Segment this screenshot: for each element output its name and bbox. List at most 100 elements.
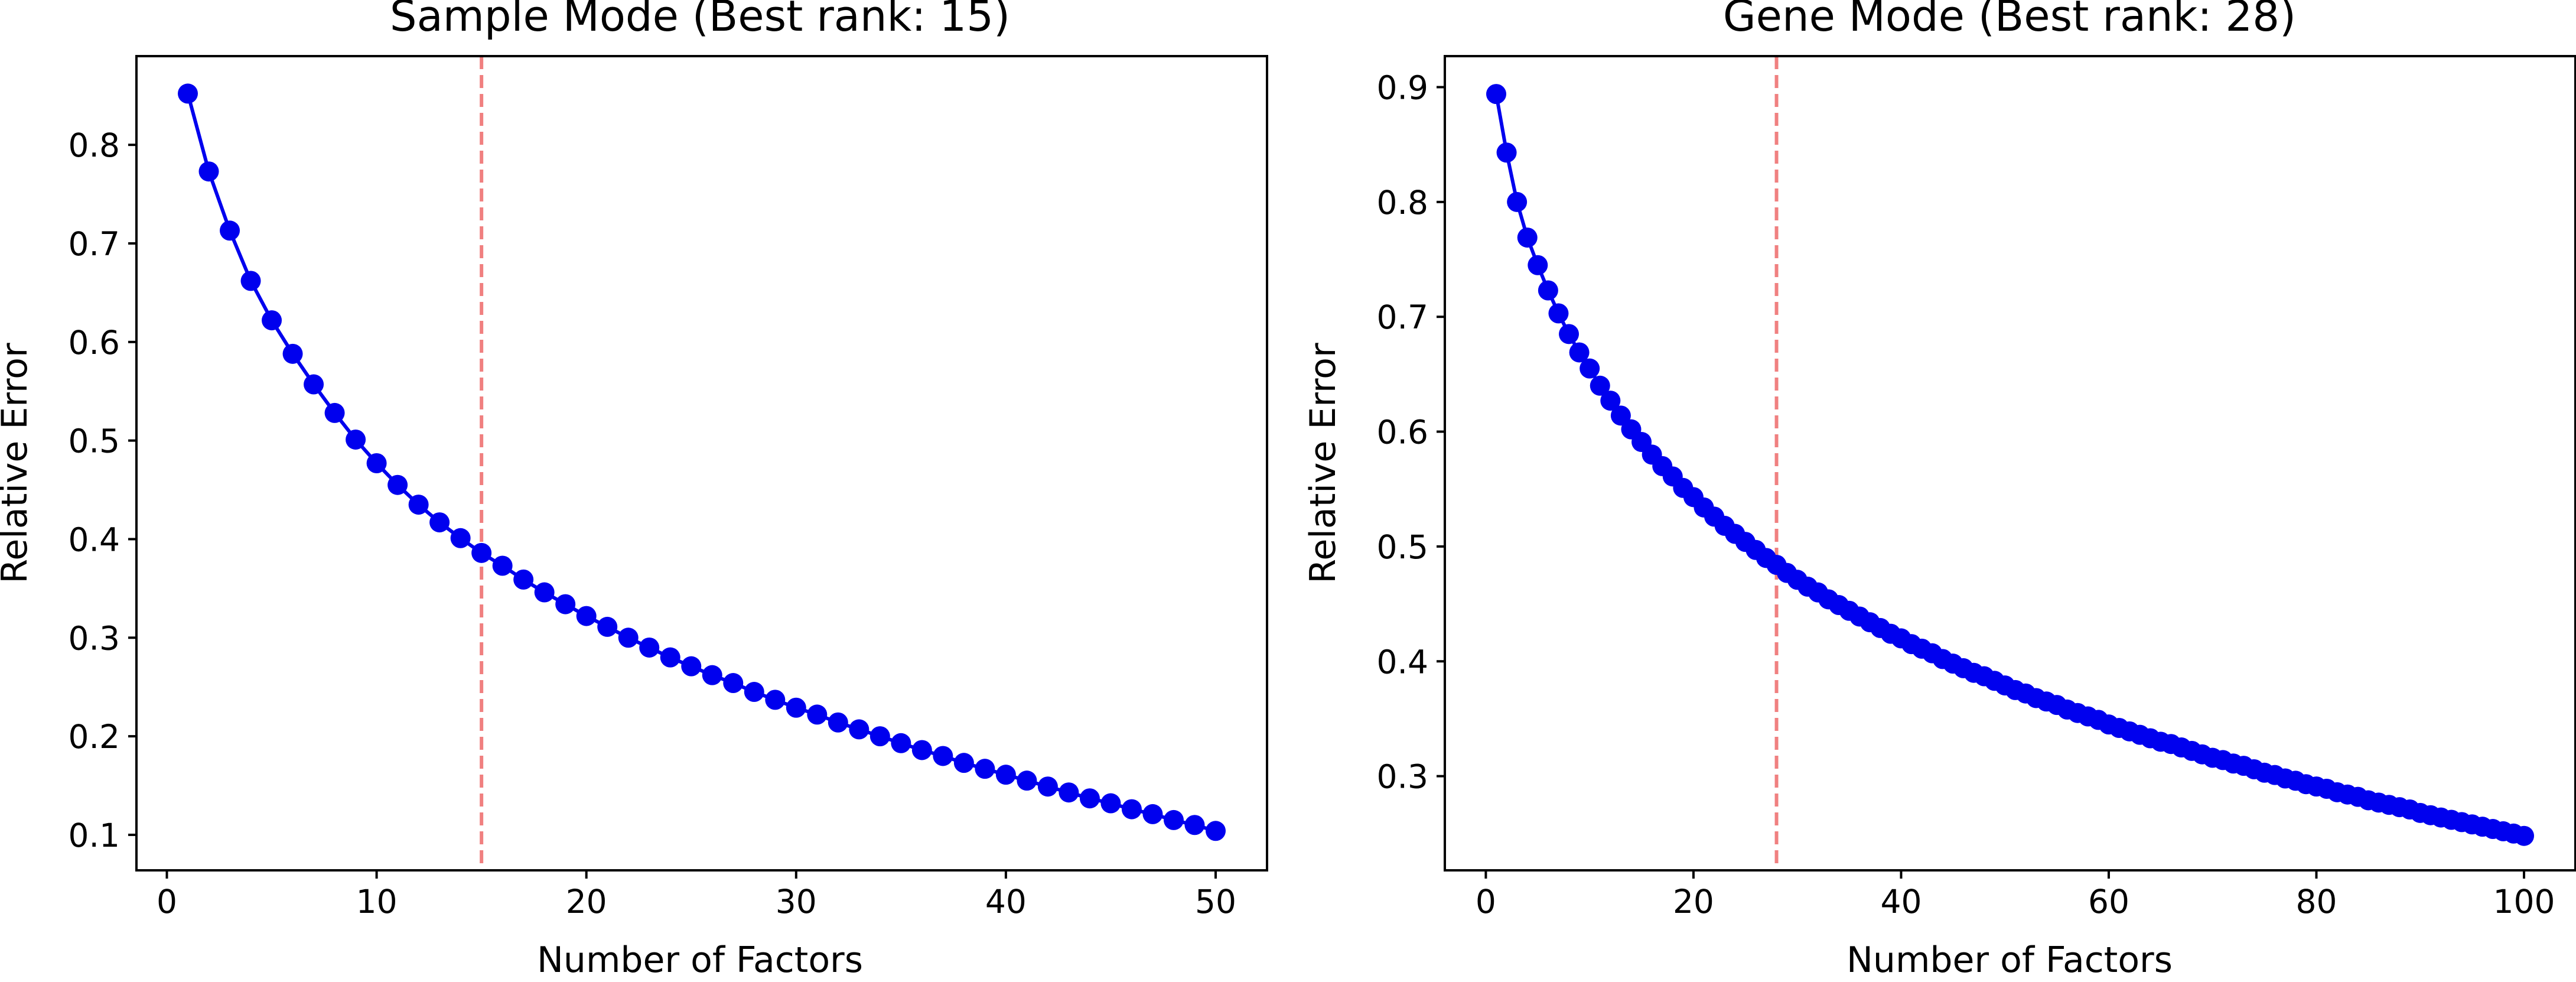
gene-mode-data-point [1548, 303, 1569, 324]
gene-mode-data-point [1496, 142, 1517, 163]
gene-mode-data-point [1528, 255, 1548, 275]
sample-mode-data-point [1121, 799, 1142, 820]
sample-mode-y-tick-label: 0.8 [69, 126, 120, 164]
sample-mode-y-tick-label: 0.3 [69, 619, 120, 657]
gene-mode-data-point [1590, 375, 1610, 396]
sample-mode-title: Sample Mode (Best rank: 15) [390, 0, 1010, 41]
sample-mode-data-point [471, 542, 492, 563]
sample-mode-data-point [324, 402, 345, 423]
sample-mode-x-tick-label: 30 [776, 883, 817, 921]
sample-mode-data-point [346, 429, 366, 450]
sample-mode-data-point [660, 647, 680, 668]
gene-mode-data-point [1600, 391, 1621, 411]
sample-mode-data-point [576, 606, 597, 626]
sample-mode-data-point [702, 665, 722, 685]
gene-mode-y-tick-label: 0.7 [1377, 298, 1428, 336]
gene-mode-x-tick-label: 80 [2295, 883, 2337, 921]
sample-mode-data-point [198, 161, 219, 182]
sample-mode-y-tick-label: 0.7 [69, 225, 120, 263]
sample-mode-data-point [178, 83, 198, 104]
sample-mode-data-point [1017, 770, 1037, 791]
sample-mode-plot-area [178, 56, 1226, 870]
sample-mode-data-point [744, 682, 764, 703]
sample-mode-data-point [366, 453, 387, 473]
gene-mode-data-point [1559, 324, 1580, 344]
gene-mode-data-point [1538, 280, 1558, 301]
sample-mode-x-tick-label: 10 [356, 883, 398, 921]
gene-mode-x-tick-label: 60 [2088, 883, 2129, 921]
gene-mode-data-point [1486, 84, 1506, 105]
gene-mode-data-point [1507, 191, 1528, 212]
gene-mode-panel: Gene Mode (Best rank: 28) 0 20 40 60 80 100 0… [1302, 0, 2576, 981]
sample-mode-data-point [220, 220, 240, 241]
sample-mode-panel: Sample Mode (Best rank: 15) 0 10 20 30 40 50 … [0, 0, 1268, 981]
sample-mode-data-point [995, 765, 1016, 785]
sample-mode-data-point [282, 343, 303, 364]
gene-mode-data-point [1610, 405, 1631, 426]
sample-mode-data-point [429, 512, 450, 533]
sample-mode-data-point [1142, 804, 1163, 824]
gene-mode-x-tick-label: 100 [2493, 883, 2555, 921]
gene-mode-y-tick-label: 0.3 [1377, 758, 1428, 796]
gene-mode-y-tick-label: 0.9 [1377, 69, 1428, 106]
sample-mode-y-tick-label: 0.6 [69, 324, 120, 362]
sample-mode-data-point [911, 740, 932, 760]
sample-mode-data-point [1079, 788, 1100, 809]
sample-mode-data-point [513, 569, 534, 590]
gene-mode-y-tick-label: 0.8 [1377, 184, 1428, 222]
gene-mode-title: Gene Mode (Best rank: 28) [1723, 0, 2296, 41]
sample-mode-x-axis-label: Number of Factors [537, 939, 863, 981]
sample-mode-data-point [869, 726, 890, 747]
sample-mode-data-point [975, 759, 995, 779]
sample-mode-y-axis-label: Relative Error [0, 343, 35, 584]
sample-mode-data-point [828, 712, 848, 733]
sample-mode-x-tick-label: 40 [985, 883, 1027, 921]
sample-mode-data-point [618, 627, 639, 648]
gene-mode-data-point [2514, 825, 2534, 846]
sample-mode-data-point [953, 753, 974, 773]
gene-mode-data-point [1517, 227, 1538, 248]
gene-mode-y-axis-label: Relative Error [1302, 343, 1344, 584]
sample-mode-data-point [807, 704, 828, 725]
sample-mode-x-tick-label: 0 [157, 883, 177, 921]
sample-mode-data-point [555, 594, 576, 614]
sample-mode-data-point [534, 582, 555, 603]
sample-mode-data-point [1059, 782, 1079, 803]
gene-mode-x-tick-label: 40 [1880, 883, 1922, 921]
sample-mode-data-point [408, 495, 429, 515]
sample-mode-data-point [304, 374, 324, 395]
sample-mode-data-point [765, 690, 786, 710]
sample-mode-data-point [639, 637, 660, 658]
sample-mode-data-point [450, 528, 471, 548]
sample-mode-data-point [492, 555, 513, 576]
gene-mode-x-tick-label: 20 [1673, 883, 1714, 921]
sample-mode-data-point [681, 656, 702, 677]
sample-mode-data-point [240, 271, 261, 291]
gene-mode-y-axis-ticks: 0.3 0.4 0.5 0.6 0.7 0.8 0.9 [1377, 69, 1445, 796]
gene-mode-data-point [1569, 342, 1590, 363]
sample-mode-data-point [933, 746, 953, 766]
sample-mode-data-point [597, 616, 618, 637]
sample-mode-data-point [849, 719, 869, 740]
gene-mode-data-point [1580, 358, 1600, 379]
sample-mode-data-point [1100, 793, 1121, 814]
gene-mode-y-tick-label: 0.4 [1377, 643, 1428, 681]
sample-mode-x-tick-label: 50 [1195, 883, 1236, 921]
sample-mode-x-tick-label: 20 [566, 883, 607, 921]
sample-mode-data-point [1163, 809, 1184, 830]
sample-mode-data-point [1206, 821, 1226, 841]
gene-mode-x-axis-ticks: 0 20 40 60 80 100 [1476, 870, 2555, 921]
sample-mode-data-point [786, 697, 806, 718]
sample-mode-y-tick-label: 0.2 [69, 718, 120, 756]
sample-mode-y-axis-ticks: 0.1 0.2 0.3 0.4 0.5 0.6 0.7 0.8 [69, 126, 136, 854]
gene-mode-y-tick-label: 0.5 [1377, 528, 1428, 566]
gene-mode-x-tick-label: 0 [1476, 883, 1496, 921]
gene-mode-y-tick-label: 0.6 [1377, 414, 1428, 451]
sample-mode-y-tick-label: 0.5 [69, 422, 120, 460]
sample-mode-y-tick-label: 0.4 [69, 521, 120, 558]
gene-mode-plot-area [1486, 56, 2534, 870]
gene-mode-axes-frame [1444, 55, 2576, 872]
sample-mode-axes-frame [135, 55, 1268, 872]
sample-mode-data-point [891, 733, 911, 753]
